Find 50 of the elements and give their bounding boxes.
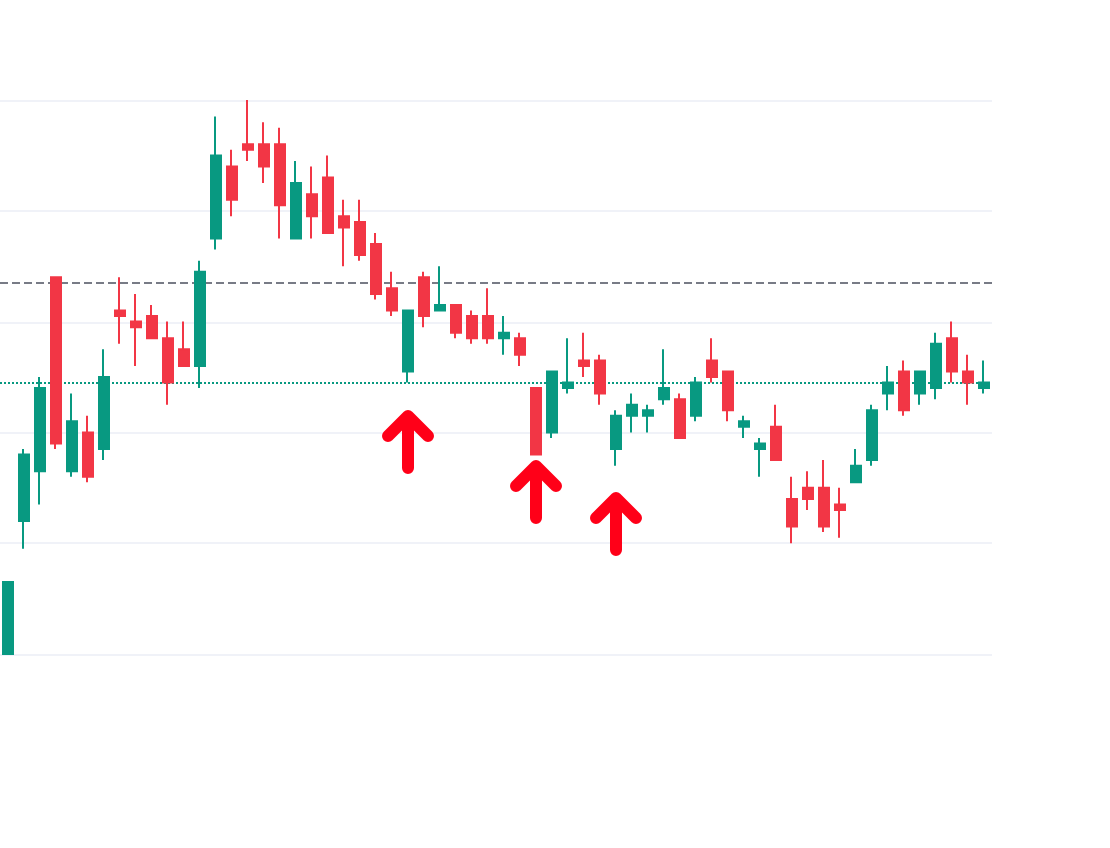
candlestick — [370, 231, 382, 301]
candlestick — [2, 580, 14, 655]
candlestick — [354, 198, 366, 262]
candlestick — [178, 320, 190, 367]
candlestick — [466, 309, 478, 345]
candlestick — [626, 392, 638, 434]
candlestick — [594, 353, 606, 406]
candlestick — [754, 436, 766, 478]
candlestick — [82, 414, 94, 484]
candlestick — [322, 154, 334, 234]
candlestick — [722, 370, 734, 423]
candlestick — [386, 270, 398, 318]
candlestick — [450, 303, 462, 340]
candlestick — [258, 121, 270, 185]
candlestick — [674, 392, 686, 439]
candlestick — [482, 287, 494, 345]
candlestick — [306, 165, 318, 240]
candlestick — [818, 459, 830, 534]
candlestick — [770, 403, 782, 462]
candlestick — [50, 276, 62, 451]
candlestick — [706, 337, 718, 384]
candlestick — [114, 276, 126, 345]
candlestick — [514, 331, 526, 367]
candlestick — [290, 159, 302, 240]
candlestick — [226, 148, 238, 218]
candlestick — [274, 126, 286, 240]
candlestick — [738, 414, 750, 439]
candlestick — [898, 359, 910, 417]
candlestick — [642, 403, 654, 434]
candlestick — [962, 353, 974, 406]
candlestick — [578, 331, 590, 378]
candlestick — [338, 198, 350, 268]
candlestick — [418, 270, 430, 329]
candlestick — [146, 303, 158, 340]
candlestick — [850, 448, 862, 484]
candlestick — [66, 392, 78, 478]
candlestick — [242, 99, 254, 162]
candlestick — [498, 315, 510, 356]
candlestick — [786, 475, 798, 545]
candlestick — [434, 265, 446, 312]
candlestick — [162, 320, 174, 406]
candlestick — [866, 403, 878, 467]
candlestick — [834, 486, 846, 539]
candlestick — [130, 292, 142, 367]
candlestick — [946, 320, 958, 384]
candlestick — [18, 448, 30, 550]
candlestick — [802, 470, 814, 511]
candlestick — [530, 387, 542, 456]
candlestick — [610, 409, 622, 467]
candlestick — [210, 115, 222, 251]
